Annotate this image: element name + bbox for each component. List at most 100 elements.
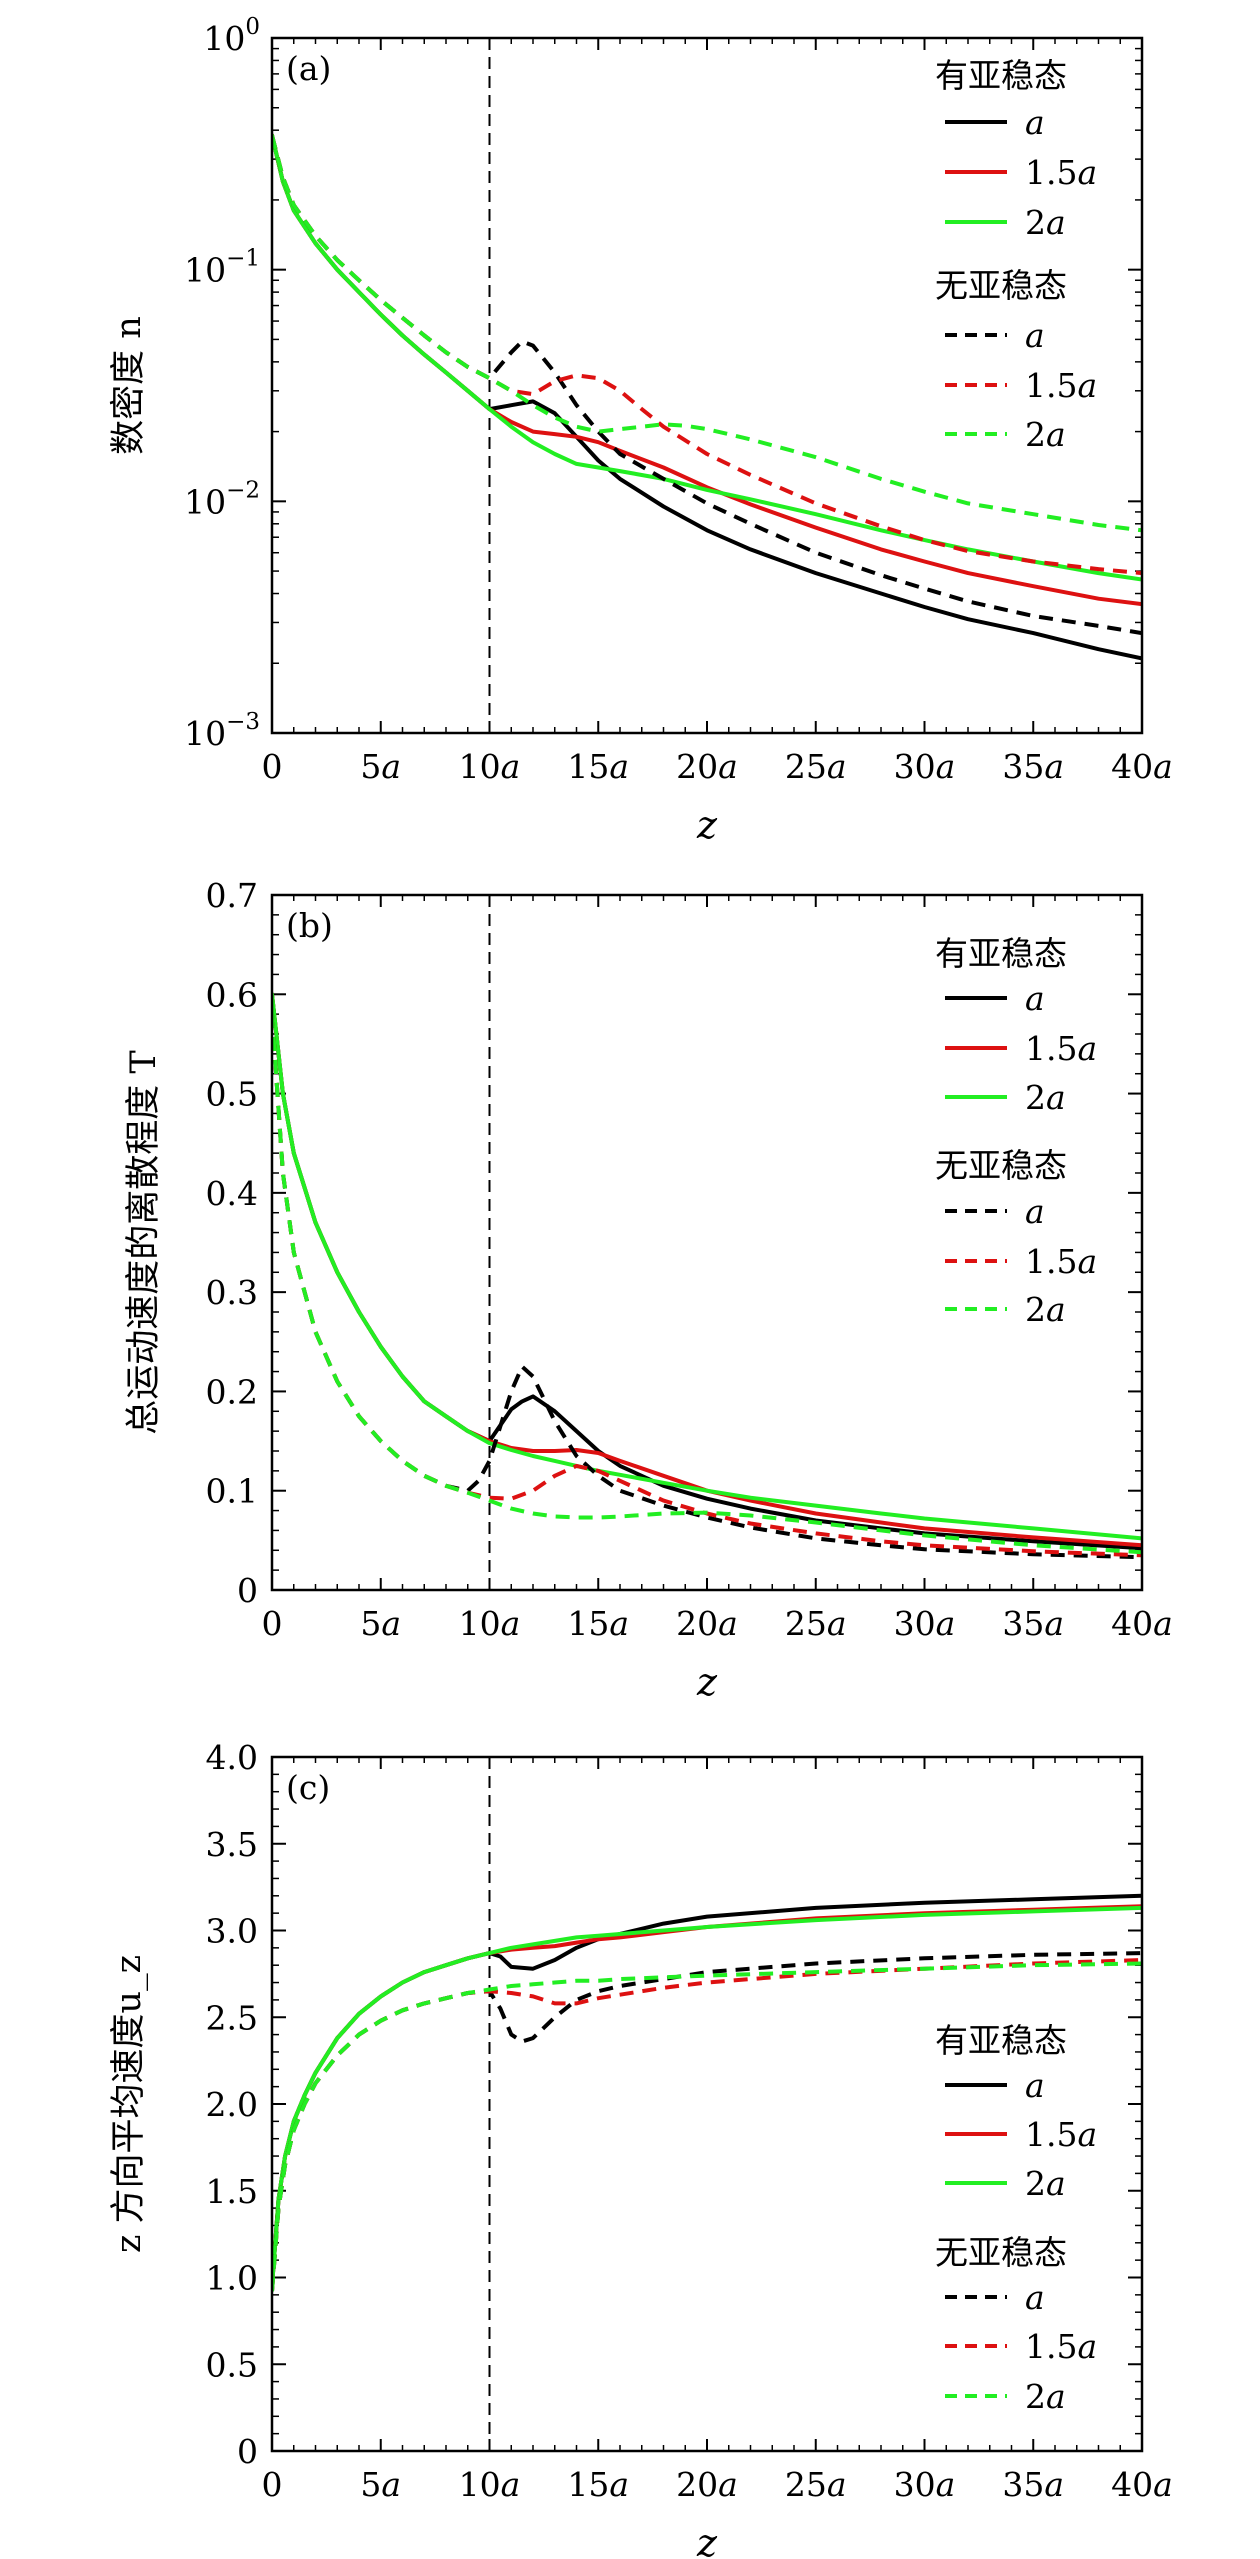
y-tick-label: 10−3 (184, 709, 260, 753)
panel-label: (a) (286, 49, 331, 88)
legend: 有亚稳态 a 1.5a 2a 无亚稳态 a 1.5a 2a (935, 934, 1097, 1329)
panel-b: 0 5a 10a 15a 20a 25a 30a 35a 40a z 0 0.1 0.2 0.3 0.4 0.… (124, 876, 1173, 1704)
y-tick-label: 3.5 (206, 1825, 258, 1864)
legend: 有亚稳态 a 1.5a 2a 无亚稳态 a 1.5a 2a (935, 56, 1097, 454)
y-tick-label: 2.0 (206, 2085, 258, 2124)
y-axis: 10−3 10−2 10−1 100 (184, 14, 1142, 753)
legend-group-title: 无亚稳态 (935, 1146, 1067, 1185)
x-tick-label: 20a (676, 2465, 738, 2504)
y-tick-label: 10−1 (184, 246, 260, 290)
y-tick-label: 10−2 (184, 477, 260, 521)
series-group (272, 992, 1142, 1560)
x-tick-label: 5a (360, 747, 401, 786)
legend-label: a (1025, 103, 1045, 142)
y-tick-label: 0.3 (206, 1273, 258, 1312)
panel-c: 0 5a 10a 15a 20a 25a 30a 35a 40a z 0 0.5 1.0 1.5 2.0 2.… (109, 1738, 1173, 2559)
series-line-有亚稳态-2a (272, 992, 1142, 1541)
legend-label: a (1025, 2278, 1045, 2317)
legend-group-title: 有亚稳态 (935, 2021, 1067, 2060)
legend-label: 1.5a (1025, 153, 1097, 192)
y-tick-label: 0 (237, 2432, 258, 2471)
series-line-无亚稳态-2a (272, 1961, 1142, 2292)
y-tick-label: 0.6 (206, 975, 258, 1014)
x-tick-label: 10a (459, 2465, 521, 2504)
y-tick-label: 100 (203, 14, 260, 58)
x-tick-label: 0 (262, 1604, 283, 1643)
x-tick-label: 5a (360, 1604, 401, 1643)
series-line-无亚稳态-1.5a (272, 134, 1142, 576)
y-tick-label: 1.5 (206, 2172, 258, 2211)
x-axis-label: z (696, 2521, 718, 2559)
legend-label: 2a (1025, 2377, 1066, 2416)
legend-label: 1.5a (1025, 2115, 1097, 2154)
plot-frame (270, 1755, 1144, 2453)
x-axis: 0 5a 10a 15a 20a 25a 30a 35a 40a (262, 895, 1173, 1643)
legend-label: 1.5a (1025, 1029, 1097, 1068)
legend-group-title: 有亚稳态 (935, 934, 1067, 973)
x-tick-label: 30a (894, 747, 956, 786)
plot-frame (270, 36, 1144, 735)
y-axis-label: z 方向平均速度u_z (109, 1955, 149, 2253)
legend-label: 1.5a (1025, 1242, 1097, 1281)
y-axis-label: 数密度 n (109, 316, 149, 455)
legend: 有亚稳态 a 1.5a 2a 无亚稳态 a 1.5a 2a (935, 2021, 1097, 2416)
series-line-有亚稳态-2a (272, 133, 1142, 582)
legend-label: 2a (1025, 203, 1066, 242)
y-axis: 0 0.5 1.0 1.5 2.0 2.5 3.0 3.5 4.0 (206, 1738, 1142, 2471)
y-tick-label: 0 (237, 1571, 258, 1610)
x-tick-label: 15a (567, 2465, 629, 2504)
x-tick-label: 25a (785, 747, 847, 786)
legend-group-title: 无亚稳态 (935, 266, 1067, 305)
series-line-有亚稳态-1.5a (272, 992, 1142, 1548)
series-line-无亚稳态-2a (272, 134, 1142, 533)
x-tick-label: 35a (1002, 1604, 1064, 1643)
x-tick-label: 15a (567, 747, 629, 786)
legend-label: 2a (1025, 1078, 1066, 1117)
y-axis-label: 总运动速度的离散程度 T (124, 1050, 164, 1434)
series-group (272, 1893, 1142, 2292)
plot-frame (270, 893, 1144, 1592)
panel-a: 0 5a 10a 15a 20a 25a 30a 35a 40a z 10−3 10−2 10−1 100… (109, 14, 1173, 847)
x-tick-label: 0 (262, 747, 283, 786)
x-axis-label: z (696, 803, 718, 847)
panel-label: (b) (286, 906, 333, 945)
y-tick-label: 0.4 (206, 1174, 258, 1213)
x-tick-label: 10a (459, 1604, 521, 1643)
x-axis-label: z (696, 1660, 718, 1704)
x-tick-label: 40a (1111, 2465, 1173, 2504)
legend-label: 2a (1025, 2164, 1066, 2203)
legend-label: 2a (1025, 1290, 1066, 1329)
y-tick-label: 2.5 (206, 1998, 258, 2037)
legend-group-title: 有亚稳态 (935, 56, 1067, 95)
x-tick-label: 25a (785, 1604, 847, 1643)
y-tick-label: 0.5 (206, 2345, 258, 2384)
x-tick-label: 25a (785, 2465, 847, 2504)
legend-label: 1.5a (1025, 366, 1097, 405)
x-tick-label: 30a (894, 1604, 956, 1643)
x-tick-label: 15a (567, 1604, 629, 1643)
y-tick-label: 0.1 (206, 1472, 258, 1511)
y-tick-label: 0.7 (206, 876, 258, 915)
legend-label: a (1025, 979, 1045, 1018)
x-tick-label: 40a (1111, 747, 1173, 786)
x-tick-label: 20a (676, 1604, 738, 1643)
legend-label: a (1025, 1192, 1045, 1231)
y-tick-label: 0.5 (206, 1075, 258, 1114)
x-tick-label: 35a (1002, 2465, 1064, 2504)
legend-label: 1.5a (1025, 2327, 1097, 2366)
y-tick-label: 0.2 (206, 1372, 258, 1411)
legend-label: a (1025, 2066, 1045, 2105)
y-tick-label: 4.0 (206, 1738, 258, 1777)
x-tick-label: 0 (262, 2465, 283, 2504)
x-tick-label: 10a (459, 747, 521, 786)
series-line-无亚稳态-a (272, 1013, 1142, 1560)
y-tick-label: 3.0 (206, 1912, 258, 1951)
x-tick-label: 40a (1111, 1604, 1173, 1643)
series-line-有亚稳态-a (272, 992, 1142, 1551)
x-tick-label: 30a (894, 2465, 956, 2504)
panel-label: (c) (286, 1768, 330, 1807)
series-line-无亚稳态-1.5a (272, 1013, 1142, 1558)
x-tick-label: 20a (676, 747, 738, 786)
legend-label: a (1025, 316, 1045, 355)
